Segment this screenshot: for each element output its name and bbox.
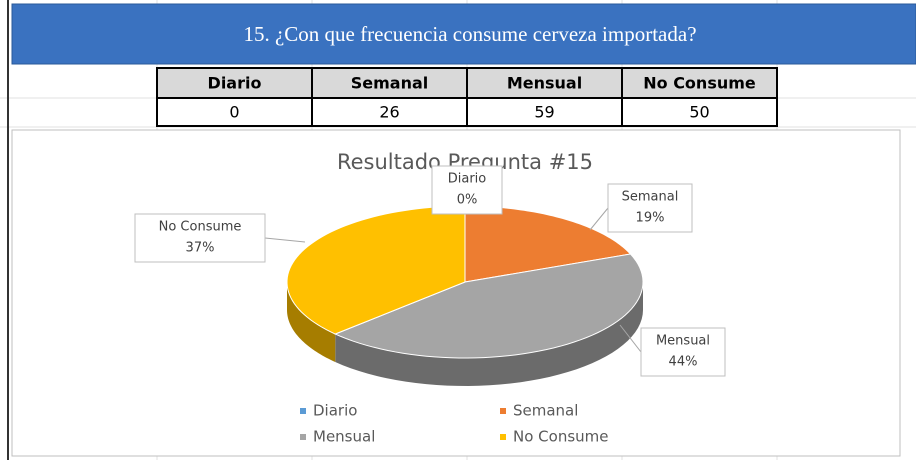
header-bar — [11, 3, 916, 65]
label-box — [134, 213, 266, 263]
legend-label: No Consume — [513, 428, 609, 446]
legend: Diario Semanal Mensual No Consume — [300, 402, 609, 446]
label-value: 19% — [636, 211, 665, 226]
column-header: No Consume — [643, 74, 756, 93]
cell-value: 0 — [229, 103, 239, 122]
header-title: 15. ¿Con que frecuencia consume cerveza … — [243, 22, 696, 46]
data-labels: Diario 0% Semanal 19% Mensual 44% No Consume 37… — [134, 165, 726, 377]
column-header: Diario — [208, 74, 262, 93]
cell-value: 50 — [689, 103, 709, 122]
legend-label: Mensual — [313, 428, 375, 446]
legend-swatch — [300, 408, 306, 414]
header-cell — [311, 67, 468, 99]
slice-side — [287, 282, 336, 363]
header-cell — [466, 67, 623, 99]
leader-line — [619, 324, 642, 353]
label-category: Diario — [448, 172, 487, 187]
label-category: Mensual — [656, 334, 710, 349]
slice-side — [335, 282, 643, 386]
cell — [621, 97, 778, 127]
table: Diario Semanal Mensual No Consume 0 26 59 50 — [156, 67, 778, 127]
leader-line — [589, 207, 609, 231]
cell — [156, 97, 313, 127]
legend-swatch — [300, 434, 306, 440]
label-box — [431, 165, 503, 215]
label-category: Semanal — [622, 190, 679, 205]
label-category: No Consume — [159, 220, 242, 235]
column-header: Mensual — [507, 74, 582, 93]
legend-swatch — [500, 434, 506, 440]
pie — [286, 205, 644, 386]
label-box — [607, 183, 693, 233]
cell-value: 26 — [379, 103, 399, 122]
legend-swatch — [500, 408, 506, 414]
label-value: 44% — [669, 355, 698, 370]
label-value: 0% — [457, 193, 478, 208]
legend-label: Semanal — [513, 402, 578, 420]
cell-value: 59 — [534, 103, 554, 122]
column-header: Semanal — [351, 74, 429, 93]
slice — [286, 205, 466, 335]
label-value: 37% — [186, 241, 215, 256]
legend-label: Diario — [313, 402, 357, 420]
label-box — [640, 327, 726, 377]
leader-line — [264, 237, 306, 243]
cell — [311, 97, 468, 127]
cell — [466, 97, 623, 127]
slice — [333, 253, 644, 359]
